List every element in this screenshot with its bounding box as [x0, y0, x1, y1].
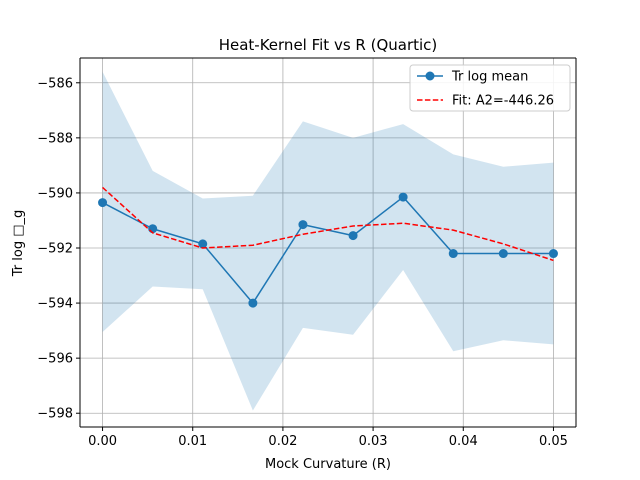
- mean-data-point: [198, 239, 208, 249]
- y-tick-label: −586: [37, 76, 73, 91]
- y-tick-label: −590: [37, 186, 73, 201]
- y-tick-label: −588: [37, 131, 73, 146]
- axes-layer: [79, 57, 577, 428]
- mean-data-point: [298, 220, 308, 230]
- confidence-band-layer: [102, 71, 554, 411]
- mean-data-point: [248, 298, 258, 308]
- legend-box: [409, 64, 571, 112]
- y-tick-label: −592: [37, 242, 73, 257]
- y-tick-label: −594: [37, 297, 73, 312]
- x-tick-label: 0.03: [359, 434, 388, 449]
- x-tick-label: 0.05: [539, 434, 568, 449]
- legend-mean-label: Tr log mean: [451, 70, 528, 85]
- mean-data-point: [448, 249, 458, 259]
- y-tick-label: −598: [37, 407, 73, 422]
- grid: [80, 58, 576, 427]
- x-tick-label: 0.02: [268, 434, 297, 449]
- legend: Tr log mean Fit: A2=-446.26: [409, 64, 571, 112]
- mean-data-point: [548, 249, 558, 259]
- mean-data-point: [148, 224, 158, 234]
- ticks-layer: 0.00 0.01 0.02 0.03 0.04 0.05 −598 −596 −594 −592…: [37, 76, 568, 449]
- y-tick-label: −596: [37, 352, 73, 367]
- legend-mean-marker: [425, 71, 435, 81]
- fit-series-line: [102, 186, 554, 262]
- x-axis-label: Mock Curvature (R): [265, 457, 391, 472]
- x-tick-label: 0.00: [88, 434, 117, 449]
- legend-fit-label: Fit: A2=-446.26: [452, 94, 554, 109]
- confidence-band: [102, 71, 554, 411]
- x-tick-label: 0.04: [449, 434, 478, 449]
- chart-title: Heat-Kernel Fit vs R (Quartic): [219, 36, 438, 54]
- mean-data-point: [398, 192, 408, 202]
- y-axis-label: Tr log □_g: [11, 210, 26, 278]
- mean-data-point: [98, 198, 108, 208]
- x-tick-label: 0.01: [178, 434, 207, 449]
- series-layer: [98, 186, 558, 308]
- mean-data-point: [348, 231, 358, 241]
- mean-data-point: [498, 249, 508, 259]
